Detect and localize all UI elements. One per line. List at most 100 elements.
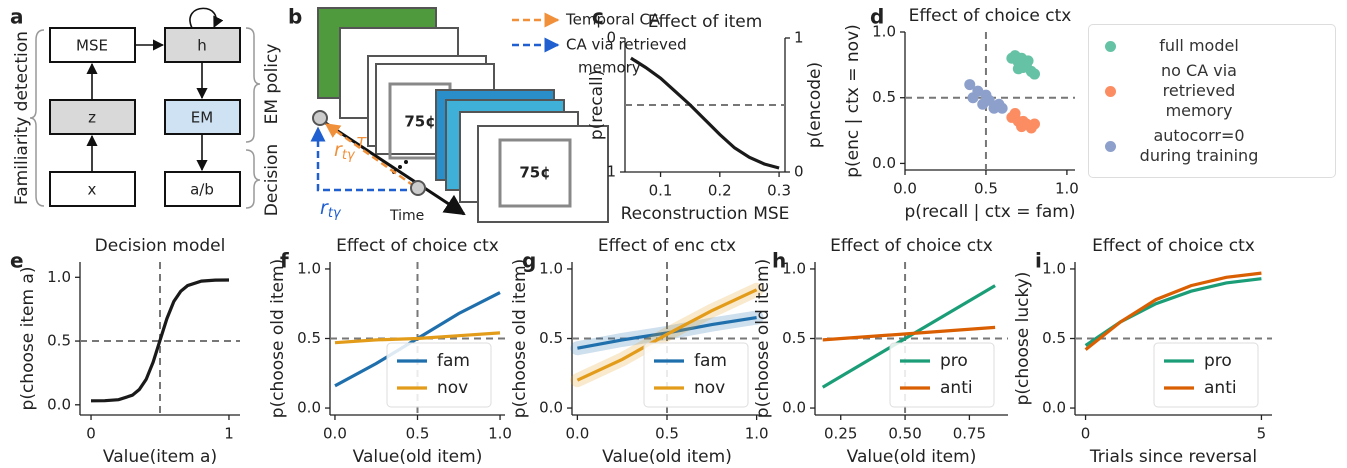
y-tick-label: 0.0: [1042, 399, 1066, 417]
node-label: EM: [191, 109, 213, 127]
brace: [245, 149, 261, 209]
x-tick-label: 0.5: [655, 425, 679, 443]
x-axis-label: Trials since reversal: [1089, 447, 1257, 467]
x-tick-label: 0.2: [708, 182, 732, 200]
legend-label: anti: [940, 378, 973, 398]
node: [164, 171, 241, 207]
x-tick-label: 1: [224, 425, 234, 443]
y-tick-label: 1.0: [297, 259, 321, 277]
line: [1084, 271, 1262, 351]
legend-box: [386, 342, 492, 408]
x-tick-label: 0.3: [767, 182, 791, 200]
y-tick-label: 1.0: [539, 259, 563, 277]
point: [964, 79, 976, 91]
line: [334, 331, 501, 345]
panel-letter: f: [280, 249, 289, 273]
chart-title: Effect of choice ctx: [336, 236, 499, 256]
retrieved-label: rtγ: [320, 197, 342, 221]
state: [312, 110, 328, 126]
panel-b: b 75¢ 75¢ rtγT rtγ Time Temporal CA CA v…: [288, 5, 687, 225]
x-axis-label: Reconstruction MSE: [621, 204, 790, 224]
y-axis-label: p(choose old item): [753, 259, 773, 418]
panel-letter: e: [10, 249, 24, 273]
y-tick-label: 1.0: [872, 23, 896, 41]
node: [164, 27, 241, 63]
node-label: MSE: [76, 37, 108, 55]
node: [49, 171, 136, 207]
symbol: r: [334, 139, 343, 161]
y-tick-label: 0.0: [782, 399, 806, 417]
subscript: tγ: [328, 206, 342, 221]
line: [822, 325, 996, 342]
chart-title: Effect of choice ctx: [909, 6, 1072, 26]
panel-letter: i: [1035, 249, 1042, 273]
node-label: h: [197, 37, 207, 55]
legend-label: nov: [694, 378, 725, 398]
point: [996, 102, 1008, 114]
brace: [29, 29, 45, 207]
y-axis-label: p(recall): [587, 70, 607, 140]
x-tick-label: 0.75: [953, 425, 986, 443]
x-tick-label: 1.0: [1055, 180, 1079, 198]
x-tick-label: 0.1: [649, 182, 673, 200]
panel-letter: a: [10, 5, 24, 29]
x-tick-label: 0.0: [565, 425, 589, 443]
chart-title: Effect of item: [648, 12, 763, 32]
legend-label: anti: [1204, 378, 1237, 398]
legend-swatch: [1105, 40, 1116, 52]
legend-entry: no CA via retrieved memory: [1093, 61, 1331, 121]
line: [630, 56, 780, 170]
y2-tick-label: 0: [794, 163, 804, 181]
x-tick-label: 0: [1081, 425, 1091, 443]
card-frame: [498, 138, 572, 208]
x-tick-label: 1.0: [488, 425, 512, 443]
legend-entry: autocorr=0 during training: [1093, 126, 1331, 166]
group-label: Decision: [262, 144, 282, 216]
legend-label: pro: [940, 351, 968, 371]
y-tick-label: 0.5: [539, 329, 563, 347]
card-text: 75¢: [404, 113, 435, 131]
panel-a: a MSE h z EM x a/b Familiarity detection…: [10, 5, 282, 217]
group-label: EM policy: [262, 44, 282, 125]
node-label: z: [88, 109, 96, 127]
x-tick-label: 0.25: [824, 425, 857, 443]
line: [576, 288, 758, 382]
x-tick-label: 5: [1257, 425, 1267, 443]
y-tick-label: 1: [606, 163, 616, 181]
time-label: Time: [389, 208, 424, 224]
dot: [398, 165, 402, 169]
y-tick-label: 0.0: [297, 399, 321, 417]
chart-title: Effect of choice ctx: [830, 236, 993, 256]
node: [49, 99, 136, 135]
y-tick-label: 1.0: [1042, 259, 1066, 277]
legend-box: [643, 342, 749, 408]
line: [90, 278, 230, 403]
y2-tick-label: 1: [794, 29, 804, 47]
y-tick-label: 1.0: [782, 259, 806, 277]
retrieved-arrow: [310, 126, 418, 192]
node-label: x: [88, 181, 97, 199]
state: [410, 180, 426, 196]
panel-letter: g: [522, 249, 536, 273]
x-tick-label: 0: [86, 425, 96, 443]
y-axis-label: p(enc | ctx = nov): [843, 24, 863, 178]
y-tick-label: 0.5: [47, 332, 71, 350]
legend: full model no CA via retrieved memory auto…: [1088, 24, 1336, 178]
x-tick-label: 0.0: [893, 180, 917, 198]
x-axis-label: Value(old item): [353, 447, 483, 467]
y2-axis-label: p(encode): [805, 62, 825, 148]
node-label: a/b: [190, 181, 214, 199]
legend-label: no CA via retrieved memory: [1161, 61, 1237, 120]
panel-letter: c: [592, 5, 604, 29]
y-axis-label: p(choose old item): [268, 259, 288, 418]
temporal-label: rtγT: [334, 134, 368, 163]
chart-title: Effect of choice ctx: [1092, 236, 1255, 256]
x-tick-label: 1.0: [745, 425, 769, 443]
legend-label: full model: [1159, 36, 1239, 55]
y-tick-label: 0.5: [782, 329, 806, 347]
x-axis-label: Value(old item): [847, 447, 977, 467]
dot: [404, 160, 408, 164]
x-tick-label: 0.5: [406, 425, 430, 443]
panel-letter: b: [288, 5, 302, 29]
y-tick-label: 0.5: [297, 329, 321, 347]
